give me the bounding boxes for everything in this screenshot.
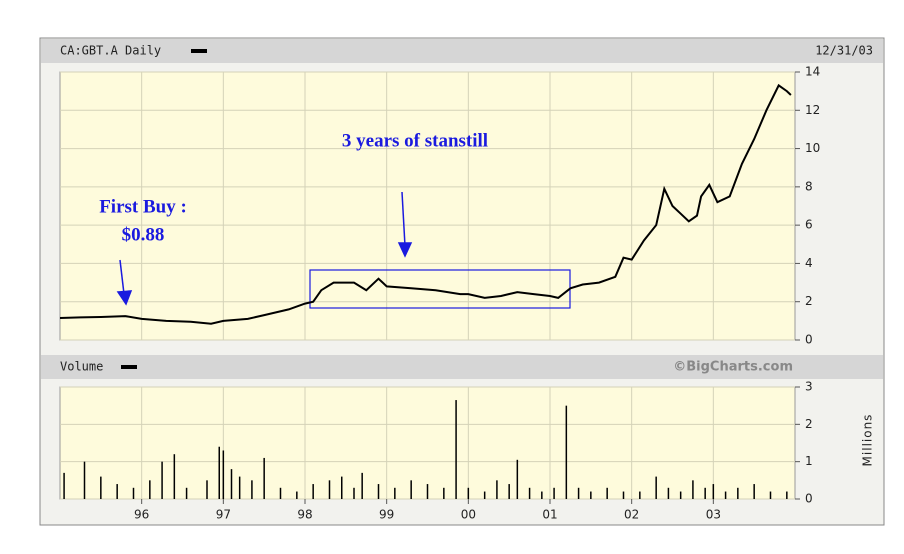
volume-bar bbox=[606, 487, 608, 499]
y-tick-label: 10 bbox=[805, 141, 820, 155]
y-tick-label: 8 bbox=[805, 179, 813, 193]
volume-bar bbox=[516, 459, 519, 499]
volume-bar bbox=[251, 480, 253, 499]
volume-bar bbox=[100, 476, 102, 499]
arrowhead bbox=[116, 290, 133, 306]
y-tick-label: 0 bbox=[805, 333, 813, 347]
annotation: First Buy : bbox=[99, 196, 187, 217]
volume-bar bbox=[712, 484, 715, 499]
price-line bbox=[59, 83, 792, 325]
y-tick-label: 6 bbox=[805, 218, 813, 232]
volume-bar bbox=[443, 487, 445, 499]
volume-bar bbox=[704, 487, 706, 499]
x-tick-label: 98 bbox=[297, 508, 312, 522]
volume-bar bbox=[655, 476, 657, 499]
volume-bar bbox=[116, 484, 118, 499]
volume-bar bbox=[63, 472, 65, 499]
volume-bar bbox=[312, 484, 314, 499]
volume-bar bbox=[737, 487, 739, 499]
volume-bar bbox=[467, 487, 470, 499]
volume-bar bbox=[577, 487, 580, 499]
volume-bar bbox=[426, 484, 429, 499]
volume-bar bbox=[353, 487, 355, 499]
volume-bar bbox=[230, 469, 233, 499]
x-tick-label: 01 bbox=[542, 508, 557, 522]
volume-bar bbox=[377, 484, 380, 499]
volume-bar bbox=[528, 487, 531, 499]
volume-bar bbox=[622, 491, 625, 499]
y-tick-label: 2 bbox=[805, 294, 813, 308]
x-tick-label: 96 bbox=[134, 508, 149, 522]
y-axis-label: Millions bbox=[861, 414, 875, 467]
y-tick-label: 3 bbox=[805, 380, 813, 394]
volume-bar bbox=[328, 480, 331, 499]
y-tick-label: 2 bbox=[805, 417, 813, 431]
volume-bar bbox=[238, 476, 241, 499]
arrow bbox=[401, 191, 406, 247]
volume-bar bbox=[483, 491, 486, 499]
y-tick-label: 12 bbox=[805, 103, 820, 117]
x-tick-label: 97 bbox=[216, 508, 231, 522]
volume-bar bbox=[341, 476, 343, 499]
volume-bar bbox=[508, 484, 510, 499]
x-tick-label: 02 bbox=[624, 508, 639, 522]
volume-bar bbox=[679, 491, 682, 499]
annotation: 3 years of stanstill bbox=[342, 130, 488, 151]
volume-bar bbox=[410, 480, 412, 499]
volume-bar bbox=[222, 450, 225, 499]
volume-band bbox=[41, 355, 883, 379]
annotation: $0.88 bbox=[122, 224, 165, 245]
volume-bar bbox=[279, 487, 282, 499]
volume-plot bbox=[59, 386, 796, 500]
y-tick-label: 1 bbox=[805, 454, 813, 468]
volume-bar bbox=[296, 491, 298, 499]
arrow bbox=[119, 259, 125, 295]
arrows bbox=[116, 191, 413, 306]
y-tick-label: 4 bbox=[805, 256, 813, 270]
volume-bar bbox=[541, 491, 543, 499]
volume-bar bbox=[786, 491, 788, 499]
volume-bar bbox=[667, 487, 670, 499]
date: 12/31/03 bbox=[815, 44, 873, 58]
volume-bar bbox=[639, 491, 641, 499]
x-tick-label: 03 bbox=[706, 508, 721, 522]
volume-bar bbox=[185, 487, 188, 499]
volume-bar bbox=[692, 480, 694, 499]
volume-bar bbox=[161, 461, 163, 499]
volume-bar bbox=[394, 487, 396, 499]
volume-bar bbox=[769, 491, 772, 499]
source: ©BigCharts.com bbox=[673, 360, 793, 375]
y-tick-label: 0 bbox=[805, 492, 813, 506]
header-band bbox=[41, 39, 883, 63]
volume-bar bbox=[83, 461, 86, 499]
legend-swatch bbox=[191, 49, 207, 53]
legend-swatch bbox=[121, 365, 137, 369]
arrowhead bbox=[397, 242, 413, 258]
volume-title: Volume bbox=[60, 360, 103, 374]
volume-bar bbox=[218, 446, 220, 499]
volume-bar bbox=[455, 400, 457, 499]
volume-bar bbox=[753, 484, 755, 499]
symbol: CA:GBT.A Daily bbox=[60, 44, 161, 58]
volume-bar bbox=[263, 457, 265, 499]
volume-bar bbox=[496, 480, 498, 499]
volume-bar bbox=[149, 480, 151, 499]
volume-bar bbox=[173, 454, 176, 499]
y-tick-label: 14 bbox=[805, 65, 820, 79]
volume-bar bbox=[361, 472, 363, 499]
volume-bar bbox=[553, 487, 555, 499]
volume-bar bbox=[565, 405, 568, 499]
x-tick-label: 00 bbox=[461, 508, 476, 522]
volume-bar bbox=[206, 480, 208, 499]
volume-bar bbox=[132, 487, 135, 499]
volume-bar bbox=[724, 491, 727, 499]
volume-bar bbox=[590, 491, 592, 499]
x-tick-label: 99 bbox=[379, 508, 394, 522]
